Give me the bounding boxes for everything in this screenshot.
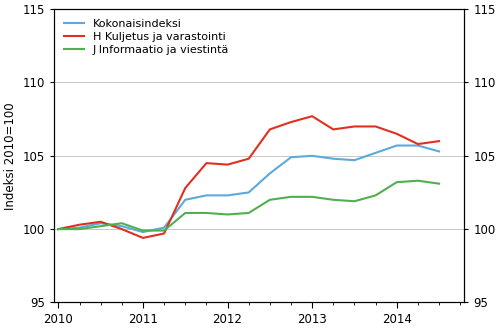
H Kuljetus ja varastointi — [372, 124, 378, 128]
H Kuljetus ja varastointi — [436, 139, 442, 143]
Kokonaisindeksi — [246, 190, 252, 194]
Line: J Informaatio ja viestintä: J Informaatio ja viestintä — [58, 181, 439, 231]
J Informaatio ja viestintä — [182, 211, 188, 215]
H Kuljetus ja varastointi — [415, 142, 421, 146]
Kokonaisindeksi — [224, 193, 230, 197]
Line: Kokonaisindeksi: Kokonaisindeksi — [58, 146, 439, 232]
H Kuljetus ja varastointi — [394, 132, 400, 136]
J Informaatio ja viestintä — [415, 179, 421, 183]
J Informaatio ja viestintä — [267, 198, 273, 202]
Kokonaisindeksi — [76, 226, 82, 230]
J Informaatio ja viestintä — [436, 182, 442, 186]
H Kuljetus ja varastointi — [161, 232, 167, 236]
H Kuljetus ja varastointi — [98, 220, 103, 224]
J Informaatio ja viestintä — [224, 213, 230, 216]
Kokonaisindeksi — [436, 149, 442, 153]
H Kuljetus ja varastointi — [76, 223, 82, 227]
J Informaatio ja viestintä — [288, 195, 294, 199]
Kokonaisindeksi — [288, 155, 294, 159]
Kokonaisindeksi — [140, 230, 146, 234]
Kokonaisindeksi — [415, 144, 421, 148]
Kokonaisindeksi — [119, 224, 125, 228]
J Informaatio ja viestintä — [372, 193, 378, 197]
Kokonaisindeksi — [267, 171, 273, 175]
H Kuljetus ja varastointi — [56, 227, 62, 231]
H Kuljetus ja varastointi — [246, 157, 252, 161]
Kokonaisindeksi — [372, 151, 378, 155]
J Informaatio ja viestintä — [76, 227, 82, 231]
J Informaatio ja viestintä — [352, 199, 358, 203]
Kokonaisindeksi — [204, 193, 210, 197]
Kokonaisindeksi — [309, 154, 315, 158]
H Kuljetus ja varastointi — [309, 114, 315, 118]
Kokonaisindeksi — [394, 144, 400, 148]
J Informaatio ja viestintä — [204, 211, 210, 215]
J Informaatio ja viestintä — [394, 180, 400, 184]
H Kuljetus ja varastointi — [288, 120, 294, 124]
H Kuljetus ja varastointi — [330, 127, 336, 131]
Kokonaisindeksi — [330, 157, 336, 161]
Kokonaisindeksi — [98, 221, 103, 225]
H Kuljetus ja varastointi — [119, 227, 125, 231]
J Informaatio ja viestintä — [246, 211, 252, 215]
J Informaatio ja viestintä — [161, 229, 167, 233]
Kokonaisindeksi — [352, 158, 358, 162]
Y-axis label: Indeksi 2010=100: Indeksi 2010=100 — [4, 102, 17, 210]
Kokonaisindeksi — [161, 226, 167, 230]
H Kuljetus ja varastointi — [352, 124, 358, 128]
Legend: Kokonaisindeksi, H Kuljetus ja varastointi, J Informaatio ja viestintä: Kokonaisindeksi, H Kuljetus ja varastoin… — [60, 15, 234, 59]
H Kuljetus ja varastointi — [140, 236, 146, 240]
Line: H Kuljetus ja varastointi: H Kuljetus ja varastointi — [58, 116, 439, 238]
Kokonaisindeksi — [182, 198, 188, 202]
H Kuljetus ja varastointi — [267, 127, 273, 131]
J Informaatio ja viestintä — [330, 198, 336, 202]
J Informaatio ja viestintä — [119, 221, 125, 225]
H Kuljetus ja varastointi — [204, 161, 210, 165]
H Kuljetus ja varastointi — [224, 163, 230, 167]
J Informaatio ja viestintä — [140, 229, 146, 233]
J Informaatio ja viestintä — [56, 227, 62, 231]
J Informaatio ja viestintä — [309, 195, 315, 199]
J Informaatio ja viestintä — [98, 224, 103, 228]
H Kuljetus ja varastointi — [182, 186, 188, 190]
Kokonaisindeksi — [56, 227, 62, 231]
